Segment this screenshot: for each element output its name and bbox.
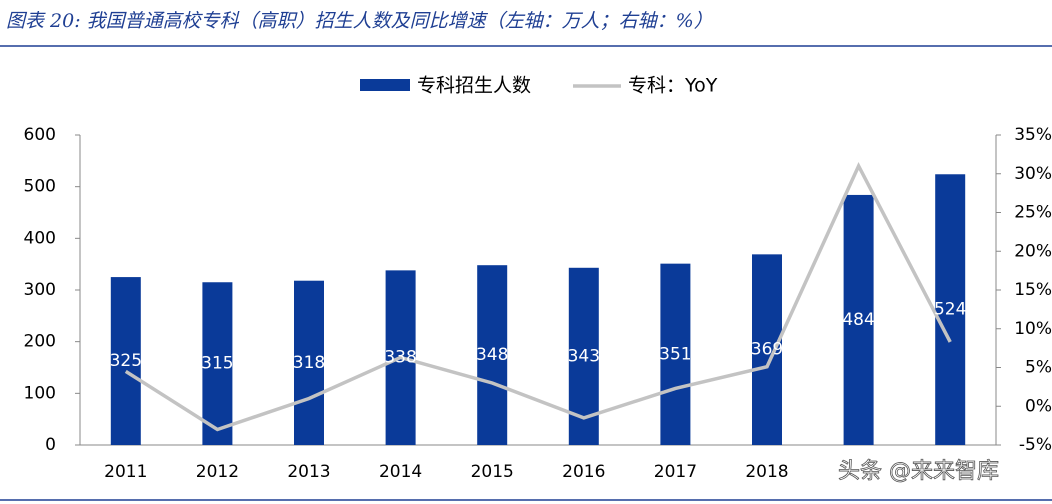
- y-tick-label: 200: [24, 332, 56, 352]
- legend-swatch: [360, 79, 410, 91]
- x-tick-label: 2014: [379, 462, 422, 482]
- bar: [294, 280, 324, 445]
- bar: [752, 254, 782, 445]
- chart-title: 图表 20: 我国普通高校专科（高职）招生人数及同比增速（左轴：万人；右轴：%）: [6, 10, 713, 32]
- bar: [935, 174, 966, 445]
- value-label: 484: [842, 310, 874, 330]
- value-label: 338: [384, 348, 416, 368]
- y2-tick-label: 0%: [1025, 396, 1052, 416]
- bar: [477, 265, 508, 445]
- value-label: 325: [110, 351, 142, 371]
- bar: [660, 263, 691, 445]
- value-label: 343: [568, 346, 600, 366]
- y2-tick-label: 25%: [1014, 203, 1052, 223]
- value-label: 348: [476, 345, 508, 365]
- y-tick-label: 300: [24, 280, 56, 300]
- y-tick-label: 400: [24, 228, 56, 248]
- bar: [843, 194, 874, 445]
- y2-tick-label: 20%: [1014, 241, 1052, 261]
- x-tick-label: 2018: [745, 462, 788, 482]
- watermark: 头条 @来来智库: [838, 459, 999, 484]
- legend-label: 专科：YoY: [628, 75, 718, 97]
- y2-tick-label: 15%: [1014, 280, 1052, 300]
- value-label: 315: [201, 354, 233, 374]
- y-tick-label: 500: [24, 177, 56, 197]
- y2-tick-label: 5%: [1025, 358, 1052, 378]
- x-tick-label: 2017: [654, 462, 697, 482]
- x-tick-label: 2016: [562, 462, 605, 482]
- yoy-line: [124, 162, 952, 432]
- y2-tick-label: 30%: [1014, 164, 1052, 184]
- value-label: 318: [293, 353, 325, 373]
- value-label: 369: [751, 340, 783, 360]
- x-tick-label: 2012: [196, 462, 239, 482]
- y2-tick-label: 35%: [1014, 125, 1052, 145]
- bar: [110, 277, 141, 445]
- y-tick-label: 0: [45, 435, 56, 455]
- bar: [202, 282, 233, 445]
- legend-label: 专科招生人数: [417, 75, 531, 97]
- value-label: 524: [934, 300, 966, 320]
- y-tick-label: 100: [24, 383, 56, 403]
- y-tick-label: 600: [24, 125, 56, 145]
- y2-tick-label: -5%: [1019, 435, 1052, 455]
- value-label: 351: [659, 344, 691, 364]
- x-tick-label: 2011: [104, 462, 147, 482]
- x-tick-label: 2013: [287, 462, 330, 482]
- x-tick-label: 2015: [471, 462, 514, 482]
- y2-tick-label: 10%: [1014, 319, 1052, 339]
